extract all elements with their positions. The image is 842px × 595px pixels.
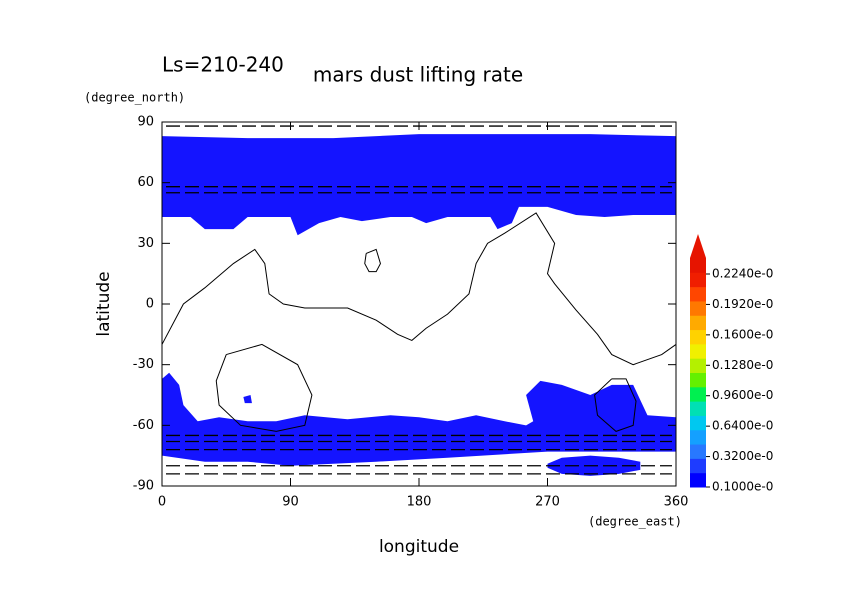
x-tick-label: 0	[158, 495, 166, 510]
contour-line	[215, 343, 313, 432]
colorbar-swatch	[690, 386, 706, 402]
y-tick-label: -30	[133, 357, 154, 372]
x-tick-label: 180	[407, 495, 432, 510]
x-tick-label: 90	[282, 495, 299, 510]
x-tick-label: 360	[664, 495, 689, 510]
colorbar-swatch	[690, 300, 706, 316]
colorbar-swatch	[690, 272, 706, 288]
colorbar-swatch	[690, 415, 706, 431]
colorbar-swatch	[690, 286, 706, 302]
dust-region	[162, 372, 676, 466]
colorbar-swatch	[690, 472, 706, 488]
x-tick-label: 270	[535, 495, 560, 510]
colorbar-label: 0.1280e-0	[712, 358, 773, 372]
y-tick-label: 90	[137, 115, 154, 130]
chart-subtitle: Ls=210-240	[162, 53, 284, 77]
colorbar-label: 0.3200e-0	[712, 449, 773, 463]
contour-line	[161, 212, 677, 366]
y-unit: (degree_north)	[84, 91, 185, 105]
dust-region	[243, 395, 252, 404]
colorbar-label: 0.2240e-0	[712, 267, 773, 281]
y-tick-label: 0	[146, 297, 154, 312]
colorbar-label: 0.1920e-0	[712, 297, 773, 311]
colorbar-extension	[690, 234, 706, 258]
colorbar-label: 0.9600e-0	[712, 388, 773, 402]
y-tick-label: 60	[137, 175, 154, 190]
contour-line	[594, 378, 637, 432]
dust-region	[162, 134, 676, 236]
colorbar-swatch	[690, 258, 706, 273]
x-unit: (degree_east)	[588, 515, 682, 529]
colorbar-swatch	[690, 401, 706, 416]
colorbar-swatch	[690, 372, 706, 388]
chart-title: mars dust lifting rate	[313, 63, 523, 87]
colorbar-swatch	[690, 444, 706, 459]
colorbar-swatch	[690, 329, 706, 345]
colorbar-swatch	[690, 343, 706, 359]
colorbar-label: 0.1000e-0	[712, 480, 773, 494]
y-tick-label: -90	[133, 479, 154, 494]
colorbar-label: 0.6400e-0	[712, 419, 773, 433]
contour-line	[364, 248, 381, 273]
y-tick-label: -60	[133, 418, 154, 433]
y-tick-label: 30	[137, 236, 154, 251]
colorbar-swatch	[690, 315, 706, 331]
colorbar-swatch	[690, 358, 706, 373]
y-axis-label: latitude	[94, 271, 114, 336]
x-axis-label: longitude	[379, 537, 459, 557]
colorbar-swatch	[690, 458, 706, 474]
colorbar-label: 0.1600e-0	[712, 327, 773, 341]
colorbar-swatch	[690, 429, 706, 445]
